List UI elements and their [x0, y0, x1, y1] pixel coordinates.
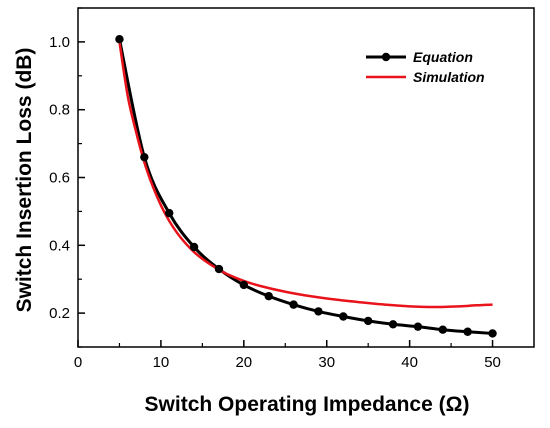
data-point-equation [314, 307, 323, 316]
x-tick-label: 40 [401, 354, 418, 371]
data-point-equation [463, 327, 472, 336]
y-tick-label: 0.8 [49, 102, 70, 119]
x-tick-label: 20 [235, 354, 252, 371]
data-point-equation [488, 329, 497, 338]
data-point-equation [339, 312, 348, 321]
y-tick-label: 1.0 [49, 34, 70, 51]
x-tick-label: 0 [74, 354, 82, 371]
x-tick-label: 50 [484, 354, 501, 371]
data-point-equation [413, 322, 423, 331]
data-point-equation [189, 242, 199, 252]
axis-ticks [77, 7, 494, 348]
x-tick-label: 30 [318, 354, 335, 371]
legend-marker-equation [381, 52, 391, 62]
data-point-equation [438, 325, 447, 334]
y-tick-label: 0.4 [49, 237, 70, 254]
data-point-equation [363, 316, 373, 326]
x-axis-title: Switch Operating Impedance (Ω) [145, 393, 470, 416]
series-line-simulation [118, 41, 493, 309]
data-point-equation [165, 208, 174, 218]
y-tick-label: 0.6 [49, 170, 70, 187]
series-line-equation [117, 38, 493, 335]
data-point-equation [140, 152, 149, 162]
legend: Equation Simulation [366, 49, 485, 85]
axis-tick-labels: 0 10 20 30 40 50 0.2 0.4 0.6 0.8 1.0 [49, 34, 501, 371]
data-point-equation [264, 291, 273, 301]
legend-label-simulation: Simulation [413, 69, 485, 85]
data-point-equation [388, 320, 398, 329]
y-tick-label: 0.2 [49, 305, 70, 322]
data-point-equation [214, 264, 224, 274]
x-tick-label: 10 [153, 354, 170, 371]
data-point-equation [289, 300, 298, 309]
data-point-equation [115, 34, 124, 44]
legend-label-equation: Equation [413, 49, 473, 65]
data-point-equation [239, 280, 249, 290]
series-layer [115, 34, 497, 338]
y-axis-title: Switch Insertion Loss (dB) [13, 48, 36, 313]
